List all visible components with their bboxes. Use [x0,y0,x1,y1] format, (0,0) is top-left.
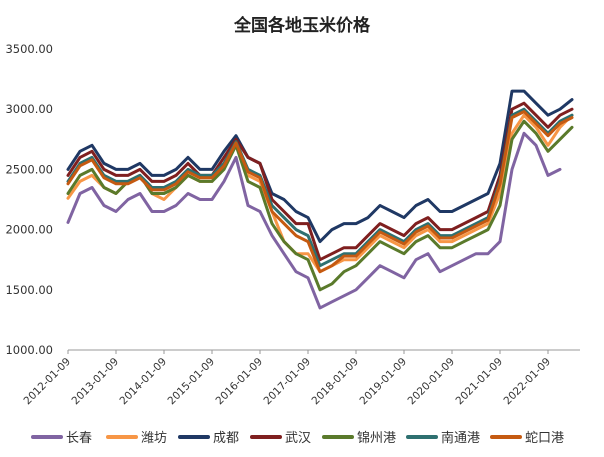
legend-label: 成都 [213,431,239,446]
series-line-3 [66,89,574,244]
legend-label: 锦州港 [357,431,396,446]
series-line-4 [66,101,574,262]
x-tick-label: 2022-01-09 [501,356,553,408]
legend-label: 蛇口港 [525,431,564,446]
series-lines [66,89,574,310]
legend-label: 长春 [66,431,92,446]
x-tick-label: 2017-01-09 [261,356,313,408]
x-tick-label: 2013-01-09 [69,356,121,408]
y-tick-label: 3500.00 [5,42,53,56]
y-tick-label: 3000.00 [5,102,53,116]
series-line-7 [66,110,574,274]
y-tick-label: 1000.00 [5,343,53,357]
x-tick-label: 2020-01-09 [405,356,457,408]
y-tick-label: 2000.00 [5,223,53,237]
x-tick-label: 2018-01-09 [309,356,361,408]
x-tick-label: 2016-01-09 [213,356,265,408]
legend-label: 武汉 [285,431,311,446]
x-tick-label: 2021-01-09 [453,356,505,408]
y-axis: 1000.00 1500.00 2000.00 2500.00 3000.00 3500.… [5,42,53,357]
legend-label: 南通港 [441,430,480,446]
x-tick-label: 2014-01-09 [117,356,169,408]
x-axis: 2012-01-092013-01-092014-01-092015-01-09… [21,350,553,407]
legend: 长春 潍坊 成都 武汉 锦州港 南通港 蛇口港 [31,430,564,446]
series-line-1 [66,131,562,310]
series-line-5 [66,119,574,292]
x-tick-label: 2019-01-09 [357,356,409,408]
chart-title: 全国各地玉米价格 [233,15,371,36]
y-tick-label: 2500.00 [5,162,53,176]
x-tick-label: 2015-01-09 [165,356,217,408]
y-tick-label: 1500.00 [5,283,53,297]
x-tick-label: 2012-01-09 [21,356,73,408]
legend-label: 潍坊 [141,431,167,446]
